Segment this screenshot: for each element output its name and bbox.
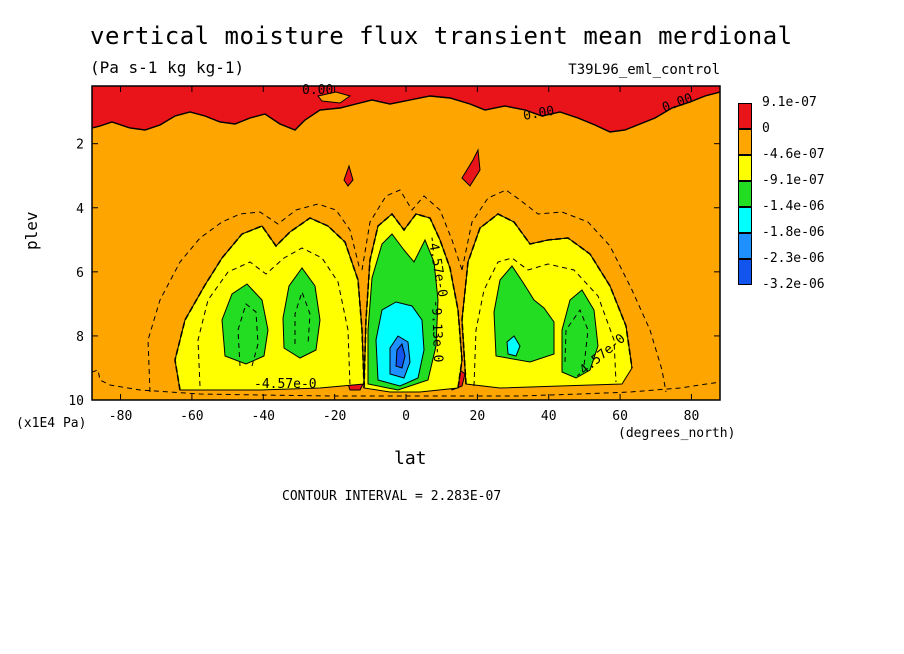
- contour-label: 0.00: [302, 83, 333, 98]
- y-axis: 2 4 6 8 10: [68, 138, 720, 409]
- colorbar-label: -1.4e-06: [762, 199, 825, 214]
- y-tick-label: 10: [68, 394, 84, 409]
- zero-gap: [317, 91, 352, 104]
- contour-label: 0.00: [522, 104, 555, 124]
- positive-spot: [343, 164, 354, 187]
- colorbar-label: -3.2e-06: [762, 277, 825, 292]
- chart-title: vertical moisture flux transient mean me…: [90, 22, 793, 50]
- contour-field: [92, 86, 720, 400]
- x-tick-label: -80: [109, 409, 132, 424]
- x-axis-units: (degrees_north): [618, 426, 736, 441]
- colorbar-label: -4.6e-07: [762, 147, 825, 162]
- x-tick-label: 80: [684, 409, 700, 424]
- negative-core-30s: [282, 267, 321, 359]
- colorbar-swatch: [738, 181, 752, 207]
- colorbar-swatch: [738, 207, 752, 233]
- colorbar-swatch: [738, 103, 752, 129]
- negative-core-darkblue: [395, 342, 406, 369]
- x-tick-label: 20: [470, 409, 486, 424]
- contour-label: -9.13e-0: [428, 300, 445, 363]
- run-name: T39L96_eml_control: [568, 62, 720, 78]
- colorbar-swatch: [738, 233, 752, 259]
- y-axis-scale-label: (x1E4 Pa): [16, 416, 87, 431]
- contour-lines-solid: [92, 91, 720, 133]
- colorbar-label: 9.1e-07: [762, 95, 817, 110]
- colorbar-swatch: [738, 129, 752, 155]
- x-tick-label: 0: [402, 409, 410, 424]
- x-tick-label: -40: [252, 409, 275, 424]
- contour-lines-major: [174, 212, 633, 391]
- negative-core-cyan-small: [506, 335, 521, 357]
- x-tick-label: 60: [612, 409, 628, 424]
- x-tick-label: -20: [323, 409, 346, 424]
- chart-units: (Pa s-1 kg kg-1): [90, 58, 245, 77]
- colorbar-label: -9.1e-07: [762, 173, 825, 188]
- y-tick-label: 8: [76, 330, 84, 345]
- y-tick-label: 2: [76, 138, 84, 153]
- x-tick-label: -60: [180, 409, 203, 424]
- contour-interval-text: CONTOUR INTERVAL = 2.283E-07: [282, 489, 502, 504]
- y-tick-label: 4: [76, 202, 84, 217]
- negative-core-30n: [493, 265, 555, 363]
- colorbar-label: 0: [762, 121, 770, 136]
- x-tick-label: 40: [541, 409, 557, 424]
- negative-core-50n: [561, 289, 599, 379]
- contour-label: -4.57e-0: [254, 377, 317, 392]
- x-axis: -80 -60 -40 -20 0 20 40 60 80: [109, 86, 699, 424]
- x-axis-label: lat: [394, 448, 427, 469]
- contour-lines-dashed: [92, 189, 720, 397]
- colorbar-swatch: [738, 155, 752, 181]
- colorbar-swatch: [738, 259, 752, 285]
- colorbar-label: -1.8e-06: [762, 225, 825, 240]
- negative-core-50s: [221, 283, 269, 365]
- positive-spot: [461, 148, 481, 187]
- colorbar-label: -2.3e-06: [762, 251, 825, 266]
- y-tick-label: 6: [76, 266, 84, 281]
